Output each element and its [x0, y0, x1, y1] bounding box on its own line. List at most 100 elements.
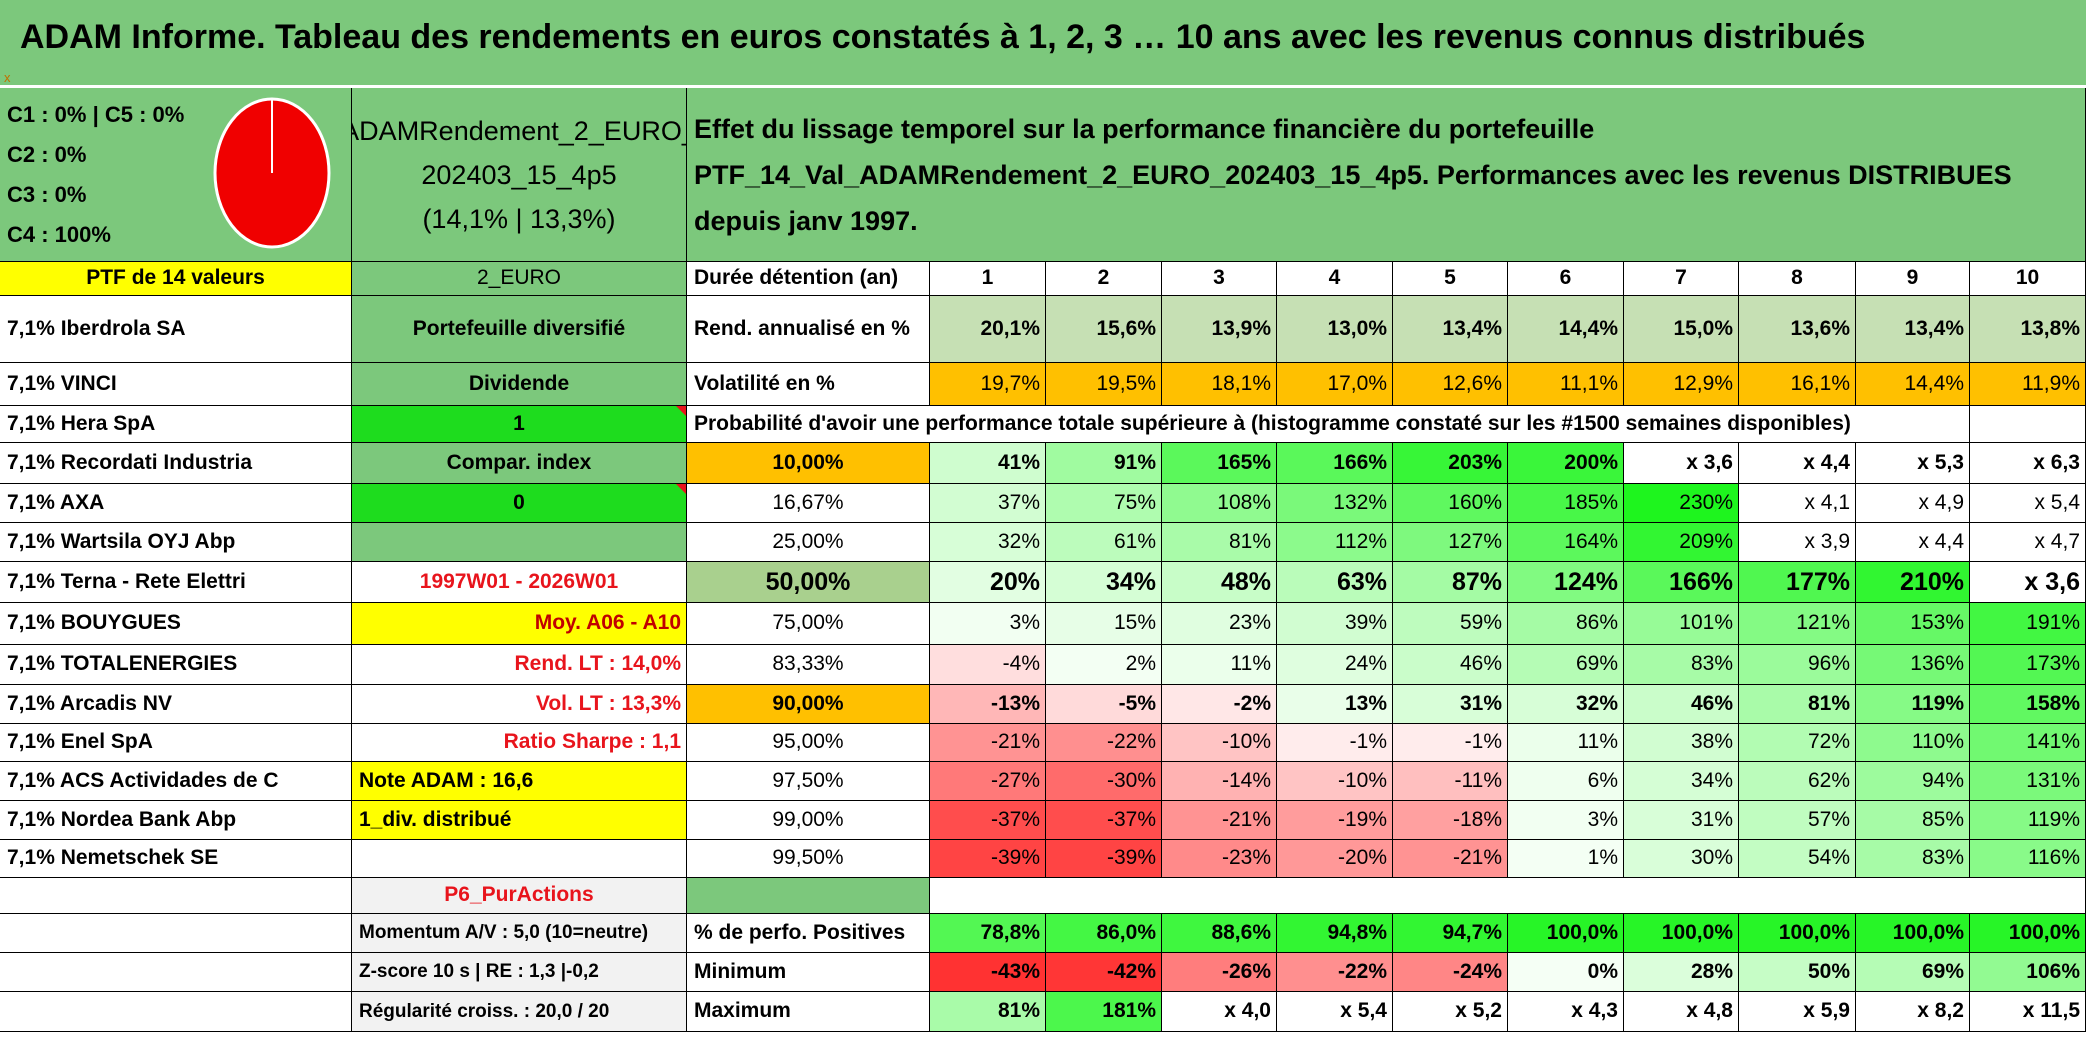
year-header: 7: [1624, 262, 1739, 296]
probability-value: 166%: [1624, 562, 1739, 603]
positive-value: 100,0%: [1624, 914, 1739, 953]
vol-value: 16,1%: [1739, 363, 1856, 406]
holding-row: 7,1% Hera SpA: [0, 406, 352, 443]
probability-value: 136%: [1856, 645, 1970, 685]
allocation-line: C2 : 0%: [7, 141, 87, 167]
probability-value: 209%: [1624, 523, 1739, 562]
probability-value: 200%: [1508, 443, 1624, 484]
rend-value: 13,4%: [1856, 296, 1970, 363]
year-header: 9: [1856, 262, 1970, 296]
probability-value: 15%: [1046, 603, 1162, 645]
probability-value: -19%: [1277, 801, 1393, 840]
dividend-label: Dividende: [352, 363, 687, 406]
adam-note: Note ADAM : 16,6: [352, 762, 687, 801]
probability-value: 91%: [1046, 443, 1162, 484]
probability-value: 230%: [1624, 484, 1739, 523]
probability-value: 13%: [1277, 685, 1393, 724]
probability-value: 32%: [1508, 685, 1624, 724]
compar-value: 0: [352, 484, 687, 523]
probability-value: x 4,9: [1856, 484, 1970, 523]
probability-value: 101%: [1624, 603, 1739, 645]
maximum-value: 81%: [930, 992, 1046, 1032]
probability-value: 185%: [1508, 484, 1624, 523]
page-title: ADAM Informe. Tableau des rendements en …: [20, 18, 1866, 56]
probability-threshold: 99,00%: [687, 801, 930, 840]
z-score: Z-score 10 s | RE : 1,3 |-0,2: [352, 953, 687, 992]
probability-value: -1%: [1277, 724, 1393, 762]
year-header: 2: [1046, 262, 1162, 296]
empty-cell: [352, 840, 687, 878]
probability-value: 210%: [1856, 562, 1970, 603]
probability-value: 158%: [1970, 685, 2086, 724]
probability-value: 59%: [1393, 603, 1508, 645]
dividend-distributed: 1_div. distribué: [352, 801, 687, 840]
probability-value: -10%: [1162, 724, 1277, 762]
year-header: 10: [1970, 262, 2086, 296]
probability-value: 119%: [1970, 801, 2086, 840]
portfolio-name-line: 202403_15_4p5: [421, 159, 617, 190]
allocation-pie-chart: [212, 96, 332, 250]
probability-value: -2%: [1162, 685, 1277, 724]
probability-value: 191%: [1970, 603, 2086, 645]
year-header: 3: [1162, 262, 1277, 296]
probability-value: 83%: [1856, 840, 1970, 878]
probability-value: 87%: [1393, 562, 1508, 603]
holding-row: 7,1% Wartsila OYJ Abp: [0, 523, 352, 562]
probability-value: 96%: [1739, 645, 1856, 685]
empty-cell: [0, 878, 352, 914]
probability-value: 153%: [1856, 603, 1970, 645]
probability-value: 160%: [1393, 484, 1508, 523]
probability-value: 164%: [1508, 523, 1624, 562]
empty-cell: [687, 878, 930, 914]
minimum-value: 106%: [1970, 953, 2086, 992]
year-header: 6: [1508, 262, 1624, 296]
probability-value: x 3,6: [1970, 562, 2086, 603]
year-header: 8: [1739, 262, 1856, 296]
probability-title: Probabilité d'avoir une performance tota…: [687, 406, 1970, 443]
regularite: Régularité croiss. : 20,0 / 20: [352, 992, 687, 1032]
probability-value: 62%: [1739, 762, 1856, 801]
probability-value: -14%: [1162, 762, 1277, 801]
minimum-value: -43%: [930, 953, 1046, 992]
probability-threshold: 83,33%: [687, 645, 930, 685]
positive-value: 94,8%: [1277, 914, 1393, 953]
positive-value: 100,0%: [1970, 914, 2086, 953]
vol-value: 18,1%: [1162, 363, 1277, 406]
probability-value: 173%: [1970, 645, 2086, 685]
probability-value: -21%: [1393, 840, 1508, 878]
minimum-value: 28%: [1624, 953, 1739, 992]
probability-value: x 6,3: [1970, 443, 2086, 484]
probability-value: 119%: [1856, 685, 1970, 724]
probability-value: 127%: [1393, 523, 1508, 562]
empty-cell: [0, 953, 352, 992]
minimum-value: 69%: [1856, 953, 1970, 992]
vol-value: 12,9%: [1624, 363, 1739, 406]
rend-value: 13,8%: [1970, 296, 2086, 363]
title-bar: ADAM Informe. Tableau des rendements en …: [0, 0, 2086, 88]
vol-value: 11,9%: [1970, 363, 2086, 406]
compar-label: Compar. index: [352, 443, 687, 484]
probability-value: -5%: [1046, 685, 1162, 724]
probability-value: 121%: [1739, 603, 1856, 645]
probability-value: 124%: [1508, 562, 1624, 603]
rend-value: 15,6%: [1046, 296, 1162, 363]
rend-lt: Rend. LT : 14,0%: [352, 645, 687, 685]
currency-cell: 2_EURO: [352, 262, 687, 296]
portfolio-type: Portefeuille diversifié: [352, 296, 687, 363]
year-header: 5: [1393, 262, 1508, 296]
empty-cell: [0, 992, 352, 1032]
probability-value: x 3,6: [1624, 443, 1739, 484]
portfolio-name-line: (14,1% | 13,3%): [422, 203, 616, 234]
probability-threshold: 16,67%: [687, 484, 930, 523]
holding-row: 7,1% Iberdrola SA: [0, 296, 352, 363]
probability-threshold: 10,00%: [687, 443, 930, 484]
probability-value: 108%: [1162, 484, 1277, 523]
positive-label: % de perfo. Positives: [687, 914, 930, 953]
probability-value: 131%: [1970, 762, 2086, 801]
probability-value: x 4,7: [1970, 523, 2086, 562]
minimum-value: -22%: [1277, 953, 1393, 992]
positive-value: 88,6%: [1162, 914, 1277, 953]
rend-label: Rend. annualisé en %: [687, 296, 930, 363]
probability-value: 46%: [1624, 685, 1739, 724]
duration-label: Durée détention (an): [687, 262, 930, 296]
